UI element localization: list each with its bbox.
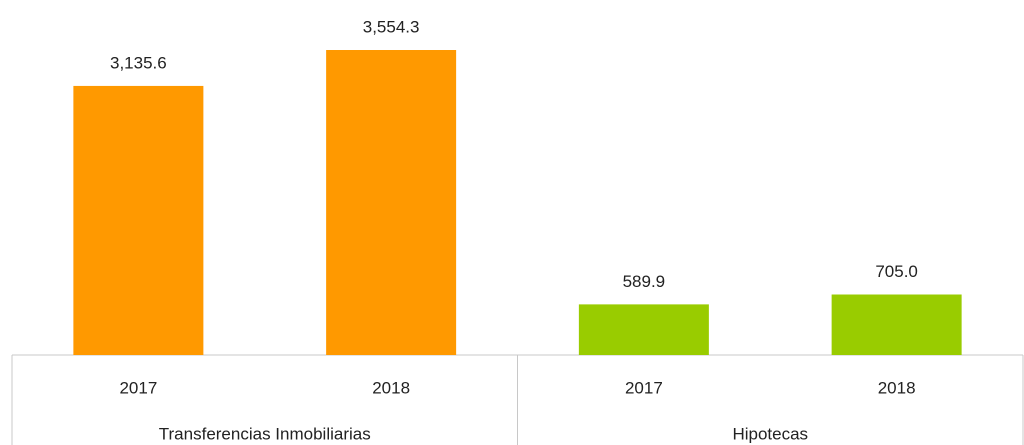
bar	[73, 85, 204, 356]
x-tick-label: 2017	[625, 378, 663, 397]
bar	[578, 304, 709, 355]
group-label: Transferencias Inmobiliarias	[159, 424, 371, 443]
bar	[831, 294, 962, 355]
value-label: 705.0	[875, 262, 918, 281]
x-tick-label: 2017	[119, 378, 157, 397]
x-tick-label: 2018	[372, 378, 410, 397]
x-tick-label: 2018	[878, 378, 916, 397]
value-label: 3,135.6	[110, 53, 167, 72]
value-label: 589.9	[623, 272, 666, 291]
group-label: Hipotecas	[732, 424, 808, 443]
value-label: 3,554.3	[363, 17, 420, 36]
bar	[326, 50, 457, 355]
